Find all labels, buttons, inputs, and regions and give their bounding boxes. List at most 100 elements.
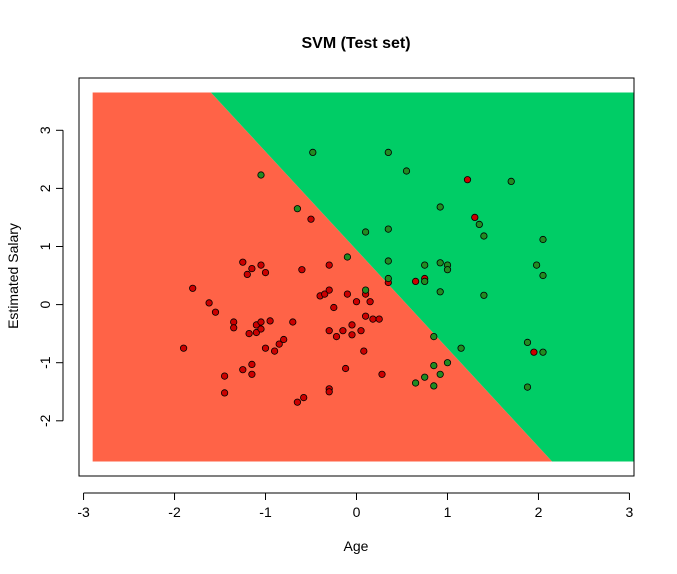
data-point-red	[325, 327, 333, 335]
data-point-red	[307, 215, 315, 223]
data-point-green	[430, 361, 438, 370]
x-tick-label: 2	[535, 504, 543, 520]
data-point-red	[248, 360, 256, 368]
data-point-red	[463, 176, 472, 184]
data-point-red	[325, 388, 333, 396]
y-tick-label: -1	[37, 356, 53, 369]
x-axis-label: Age	[344, 538, 369, 554]
data-point-green	[523, 383, 532, 391]
y-tick-label: 1	[37, 242, 53, 250]
data-point-red	[180, 344, 188, 352]
data-point-green	[411, 379, 420, 387]
data-point-red	[261, 344, 270, 352]
data-point-red	[321, 290, 329, 298]
plot-area	[92, 92, 635, 462]
data-point-green	[539, 348, 547, 356]
data-point-green	[480, 291, 488, 299]
data-point-green	[257, 171, 265, 179]
data-point-red	[239, 258, 247, 266]
data-point-red	[330, 303, 338, 312]
data-point-red	[366, 298, 374, 306]
data-point-green	[480, 232, 488, 240]
data-point-red	[221, 389, 229, 397]
data-point-red	[361, 312, 370, 320]
data-point-green	[384, 225, 392, 233]
x-tick-label: -3	[77, 504, 90, 520]
data-point-green	[343, 253, 351, 261]
data-point-red	[348, 331, 356, 339]
data-point-green	[293, 205, 301, 213]
data-point-green	[443, 359, 452, 367]
plot-frame	[78, 77, 635, 477]
data-point-red	[239, 366, 247, 374]
data-point-green	[361, 286, 370, 294]
x-tick-label: -2	[168, 504, 181, 520]
data-point-green	[384, 257, 392, 265]
data-point-red	[248, 264, 256, 273]
data-point-green	[507, 177, 515, 185]
data-point-red	[325, 286, 333, 294]
data-point-green	[361, 228, 370, 236]
data-point-red	[360, 347, 368, 355]
data-point-red	[248, 370, 256, 378]
data-point-red	[189, 284, 197, 292]
data-point-green	[309, 148, 317, 156]
data-point-red	[270, 347, 279, 355]
data-point-red	[261, 268, 270, 277]
data-point-red	[369, 315, 377, 323]
axes: -3 -2 -1 0 1 2 3 -2 -1 0 1 2 3	[37, 77, 635, 520]
data-point-red	[300, 393, 308, 402]
x-tick-label: 3	[626, 504, 634, 520]
x-tick-label: -1	[259, 504, 272, 520]
data-point-red	[378, 370, 386, 378]
data-point-green	[539, 271, 547, 280]
data-point-green	[430, 382, 438, 390]
y-tick-label: 3	[37, 126, 53, 134]
y-tick-label: -2	[37, 414, 53, 427]
data-point-red	[341, 364, 350, 373]
data-point-red	[275, 340, 283, 348]
data-point-red	[266, 317, 274, 325]
data-point-green	[443, 266, 452, 274]
data-point-red	[280, 335, 288, 344]
chart-title: SVM (Test set)	[301, 35, 410, 52]
y-tick-label: 2	[37, 184, 53, 192]
y-axis-label: Estimated Salary	[5, 223, 21, 329]
data-point-green	[436, 203, 444, 211]
data-point-green	[539, 235, 547, 244]
data-point-red	[298, 266, 306, 274]
data-point-red	[411, 277, 420, 285]
data-point-red	[530, 348, 538, 356]
decision-region-class-0	[92, 92, 553, 462]
data-point-red	[257, 325, 265, 333]
data-point-red	[357, 327, 365, 335]
data-point-green	[421, 277, 429, 285]
data-point-green	[436, 288, 444, 296]
data-point-red	[230, 324, 238, 332]
data-point-red	[257, 318, 265, 326]
data-point-red	[325, 261, 333, 269]
data-point-red	[343, 290, 351, 298]
data-point-green	[430, 332, 438, 341]
data-point-red	[352, 298, 361, 306]
data-point-red	[257, 261, 265, 269]
data-point-red	[243, 270, 251, 278]
data-point-green	[436, 259, 444, 267]
data-point-red	[211, 308, 220, 316]
data-point-green	[436, 370, 444, 378]
data-point-red	[348, 321, 356, 329]
x-tick-label: 1	[444, 504, 452, 520]
data-point-green	[532, 261, 541, 269]
data-point-red	[471, 213, 479, 221]
data-point-red	[293, 398, 301, 406]
data-point-red	[375, 315, 383, 323]
data-point-red	[221, 372, 229, 380]
data-point-green	[402, 167, 411, 175]
data-point-red	[289, 318, 297, 326]
data-point-green	[475, 220, 483, 228]
y-tick-label: 0	[37, 300, 53, 308]
data-point-green	[523, 338, 532, 346]
data-point-green	[421, 261, 429, 269]
data-point-red	[245, 329, 253, 338]
data-point-green	[384, 148, 392, 156]
